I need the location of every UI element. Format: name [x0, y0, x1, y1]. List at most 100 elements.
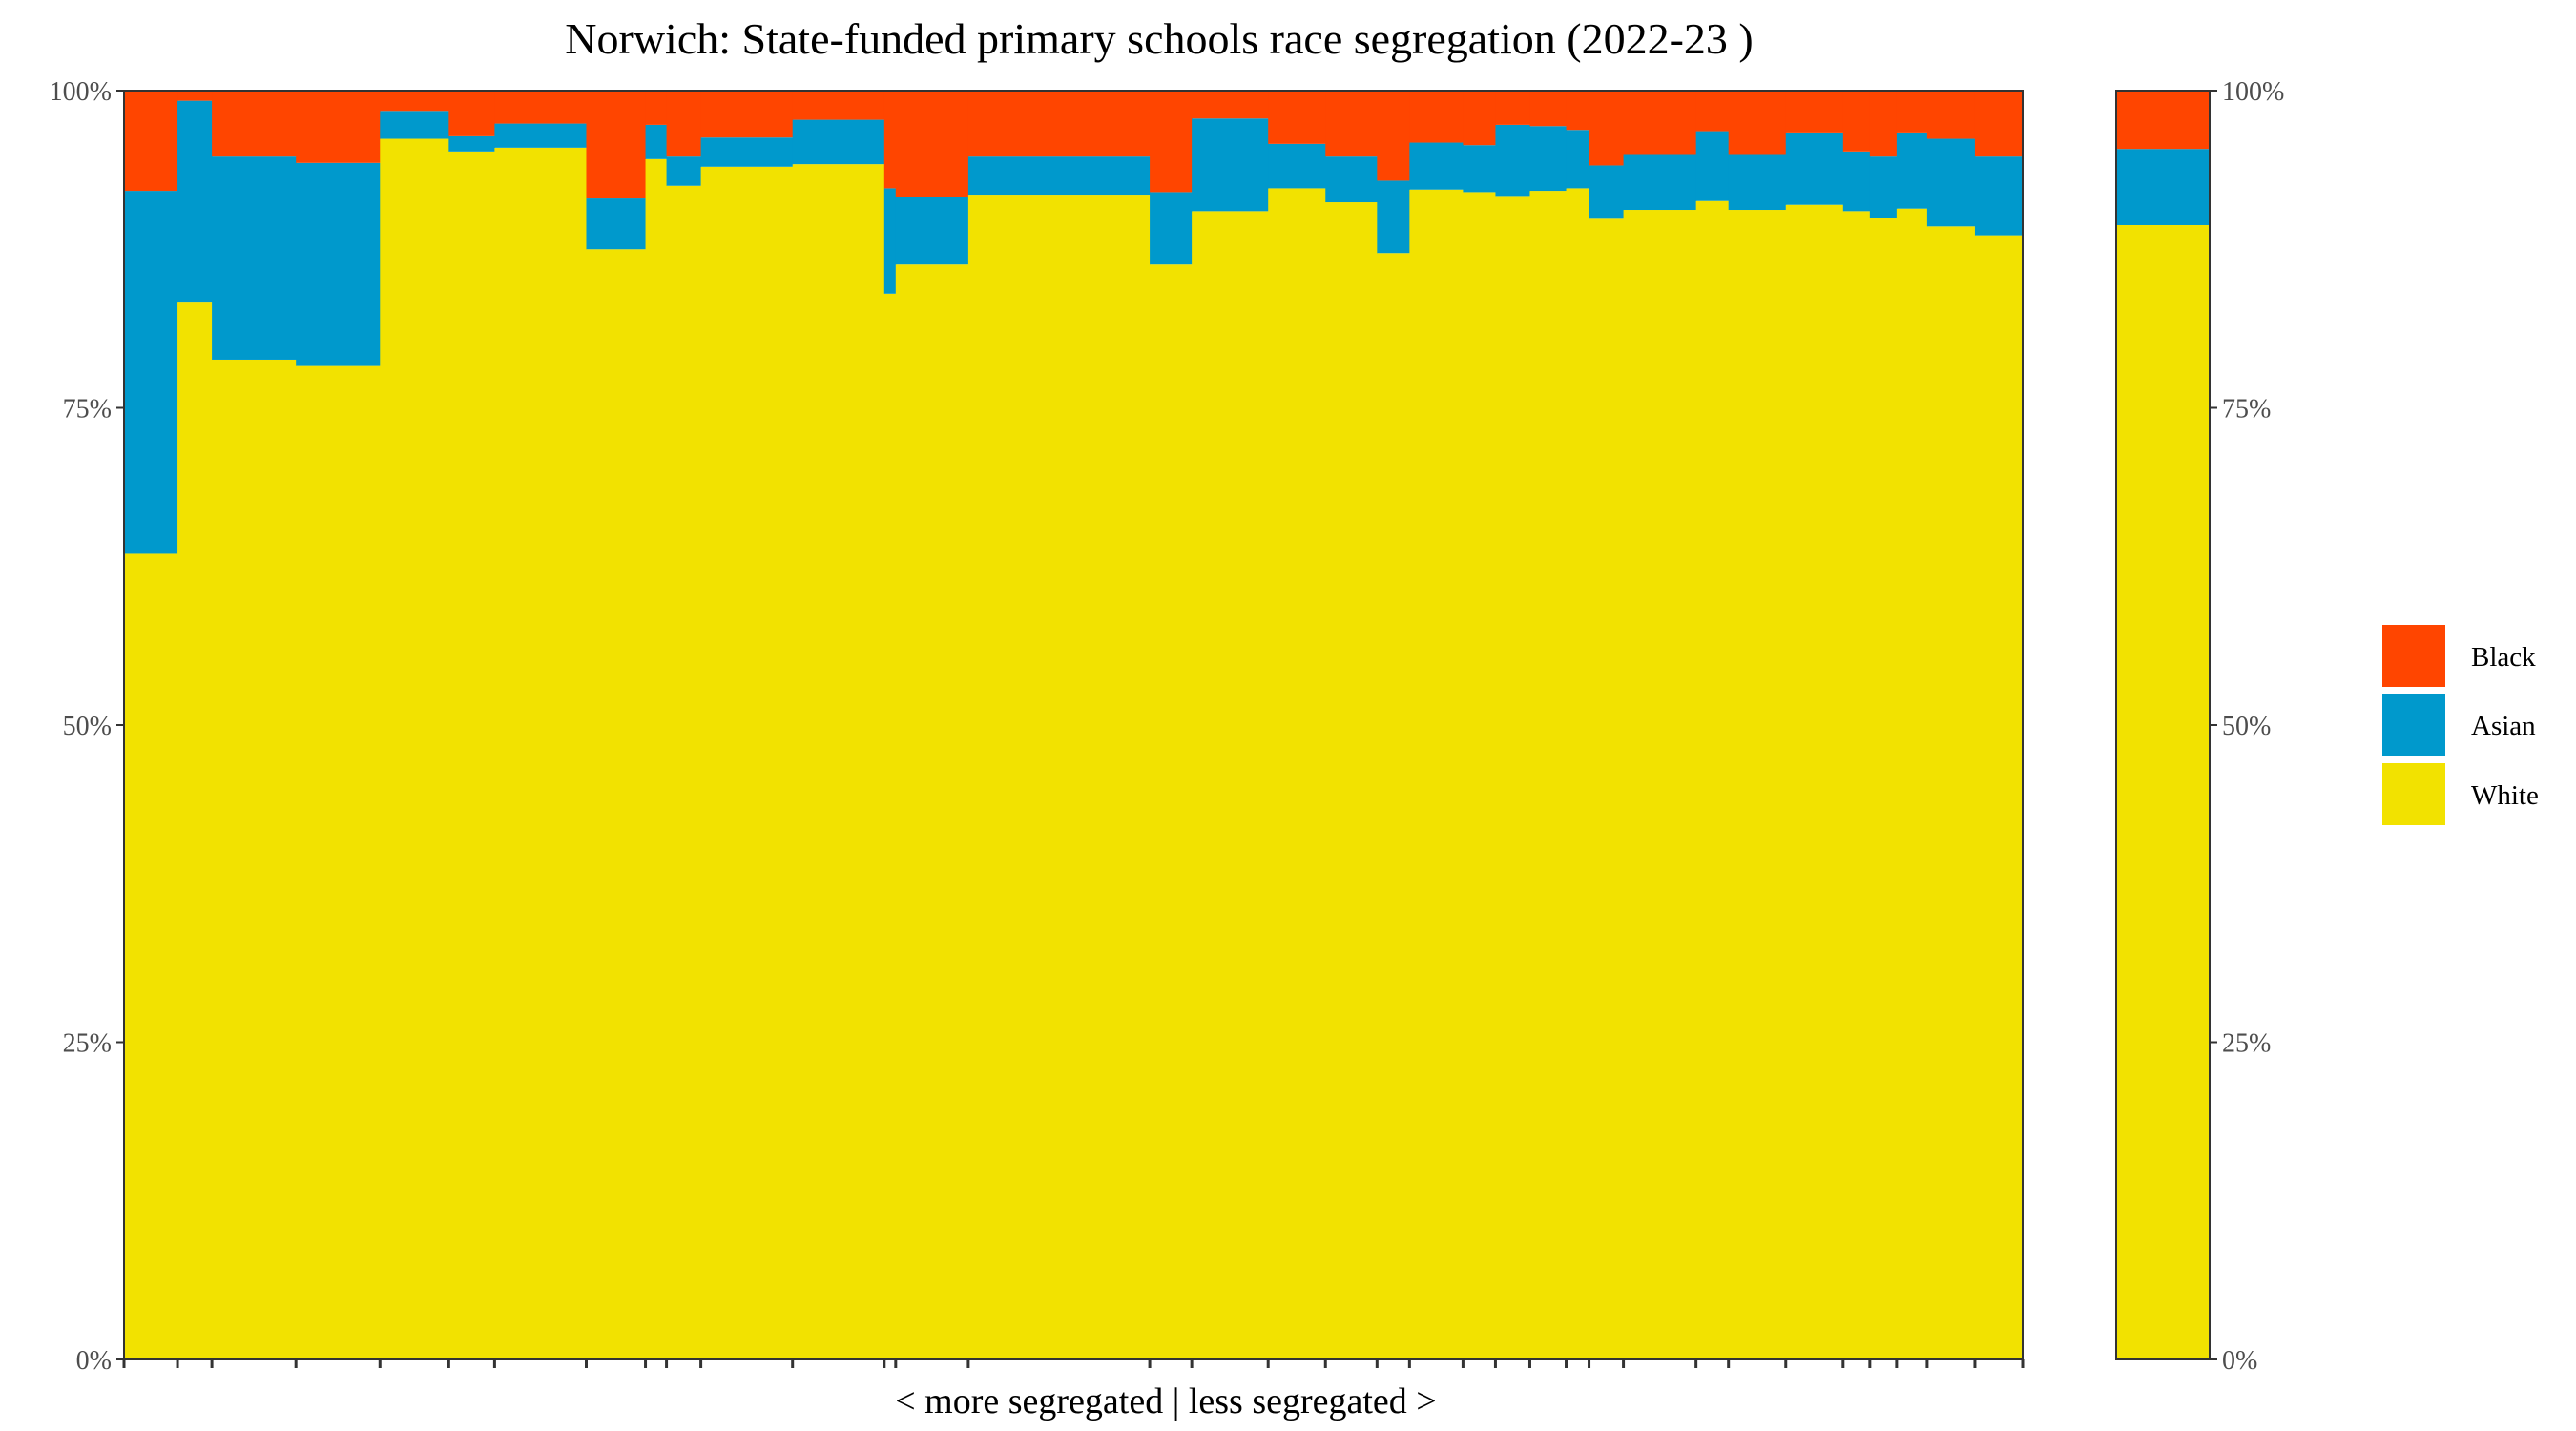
- bar-segment-black: [1192, 91, 1269, 119]
- bar-segment-asian: [666, 156, 702, 186]
- bar-segment-white: [1623, 210, 1697, 1359]
- bar-segment-white: [666, 185, 702, 1359]
- bar-segment-asian: [1728, 154, 1787, 211]
- y-tick-label: 50%: [63, 712, 112, 741]
- legend: Black Asian White: [2382, 625, 2539, 825]
- bar-segment-asian: [124, 191, 178, 554]
- bar-segment-white: [967, 195, 1151, 1359]
- bar-segment-white: [1495, 196, 1531, 1359]
- y-tick-label: 0%: [76, 1346, 112, 1376]
- bar-segment-white: [895, 264, 969, 1360]
- bar-segment-black: [380, 91, 449, 112]
- bar-segment-asian: [1695, 131, 1730, 201]
- bar-segment-asian: [1785, 132, 1844, 205]
- bar-segment-asian: [792, 119, 885, 165]
- bar-segment-asian: [494, 123, 588, 148]
- bar-segment-asian: [1377, 180, 1410, 254]
- bar-segment-black: [1325, 91, 1378, 157]
- y-tick-label-right: 25%: [2222, 1029, 2271, 1059]
- bar-segment-white: [883, 293, 897, 1359]
- bar-segment-white: [1268, 188, 1326, 1359]
- bar-segment-asian: [645, 124, 668, 159]
- overall-segment-black: [2116, 91, 2210, 150]
- bar-segment-white: [1566, 188, 1590, 1359]
- bar-segment-black: [1869, 91, 1898, 157]
- bar-segment-black: [586, 91, 647, 199]
- bar-segment-asian: [1842, 151, 1871, 212]
- bar-segment-black: [1529, 91, 1568, 127]
- bar-segment-asian: [1623, 154, 1697, 211]
- bar-segment-white: [1589, 218, 1625, 1360]
- y-axis-left: 0% 25% 50% 75% 100%: [50, 77, 124, 1376]
- legend-label-white: White: [2471, 780, 2539, 811]
- bar-segment-white: [645, 158, 668, 1359]
- bar-segment-asian: [1974, 156, 2024, 236]
- bar-segment-asian: [1589, 165, 1625, 219]
- bar-segment-black: [1409, 91, 1465, 143]
- bar-segment-white: [296, 365, 381, 1359]
- school-bars: [124, 91, 2024, 1360]
- bar-segment-asian: [1566, 130, 1590, 189]
- legend-swatch-black: [2382, 625, 2445, 687]
- bar-segment-asian: [1463, 145, 1497, 193]
- y-tick-label-right: 0%: [2222, 1346, 2257, 1376]
- bar-segment-black: [1566, 91, 1590, 131]
- overall-segment-asian: [2116, 149, 2210, 225]
- bar-segment-asian: [380, 111, 449, 139]
- y-tick-label: 75%: [63, 395, 112, 425]
- bar-segment-black: [1695, 91, 1730, 132]
- bar-segment-asian: [1869, 156, 1898, 218]
- bar-segment-black: [1150, 91, 1193, 193]
- bar-segment-black: [1926, 91, 1976, 139]
- legend-label-asian: Asian: [2471, 711, 2536, 741]
- bar-segment-black: [1842, 91, 1871, 152]
- bar-segment-asian: [883, 188, 897, 294]
- y-tick-label-right: 75%: [2222, 395, 2271, 425]
- bar-segment-black: [296, 91, 381, 163]
- bar-segment-black: [967, 91, 1151, 157]
- bar-segment-white: [1896, 208, 1928, 1360]
- overall-bar: [2116, 91, 2210, 1360]
- bar-segment-white: [1926, 226, 1976, 1359]
- bar-segment-white: [1974, 235, 2024, 1359]
- bar-segment-asian: [586, 198, 647, 250]
- bar-segment-white: [124, 553, 178, 1359]
- bar-segment-asian: [1896, 132, 1928, 209]
- bar-segment-asian: [1268, 143, 1326, 189]
- bar-segment-black: [124, 91, 178, 192]
- bar-segment-white: [1325, 202, 1378, 1359]
- bar-segment-asian: [895, 197, 969, 265]
- bar-segment-asian: [1192, 118, 1269, 212]
- overall-segment-white: [2116, 224, 2210, 1360]
- bar-segment-white: [494, 147, 588, 1360]
- bar-segment-black: [494, 91, 588, 124]
- bar-segment-white: [1150, 264, 1193, 1360]
- bar-segment-black: [212, 91, 297, 157]
- y-tick-label: 100%: [50, 77, 112, 107]
- bar-segment-black: [792, 91, 885, 120]
- bar-segment-black: [700, 91, 794, 138]
- legend-swatch-white: [2382, 763, 2445, 825]
- bar-segment-asian: [177, 100, 213, 303]
- bar-segment-white: [1869, 218, 1898, 1359]
- legend-swatch-asian: [2382, 694, 2445, 756]
- bar-segment-white: [1463, 192, 1497, 1359]
- bar-segment-black: [1785, 91, 1844, 133]
- bar-segment-asian: [1325, 156, 1378, 203]
- bar-segment-white: [792, 164, 885, 1359]
- bar-segment-black: [448, 91, 495, 136]
- bar-segment-asian: [212, 156, 297, 360]
- bar-segment-white: [1409, 189, 1465, 1360]
- bar-segment-black: [883, 91, 897, 189]
- bar-segment-asian: [1926, 138, 1976, 227]
- bar-segment-white: [177, 302, 213, 1359]
- bar-segment-black: [1728, 91, 1787, 155]
- bar-segment-black: [1589, 91, 1625, 166]
- bar-segment-black: [645, 91, 668, 125]
- x-axis-label: < more segregated | less segregated >: [895, 1381, 1436, 1421]
- bar-segment-asian: [448, 135, 495, 152]
- bar-segment-white: [1377, 253, 1410, 1359]
- chart-title: Norwich: State-funded primary schools ra…: [565, 14, 1753, 63]
- y-tick-label-right: 50%: [2222, 712, 2271, 741]
